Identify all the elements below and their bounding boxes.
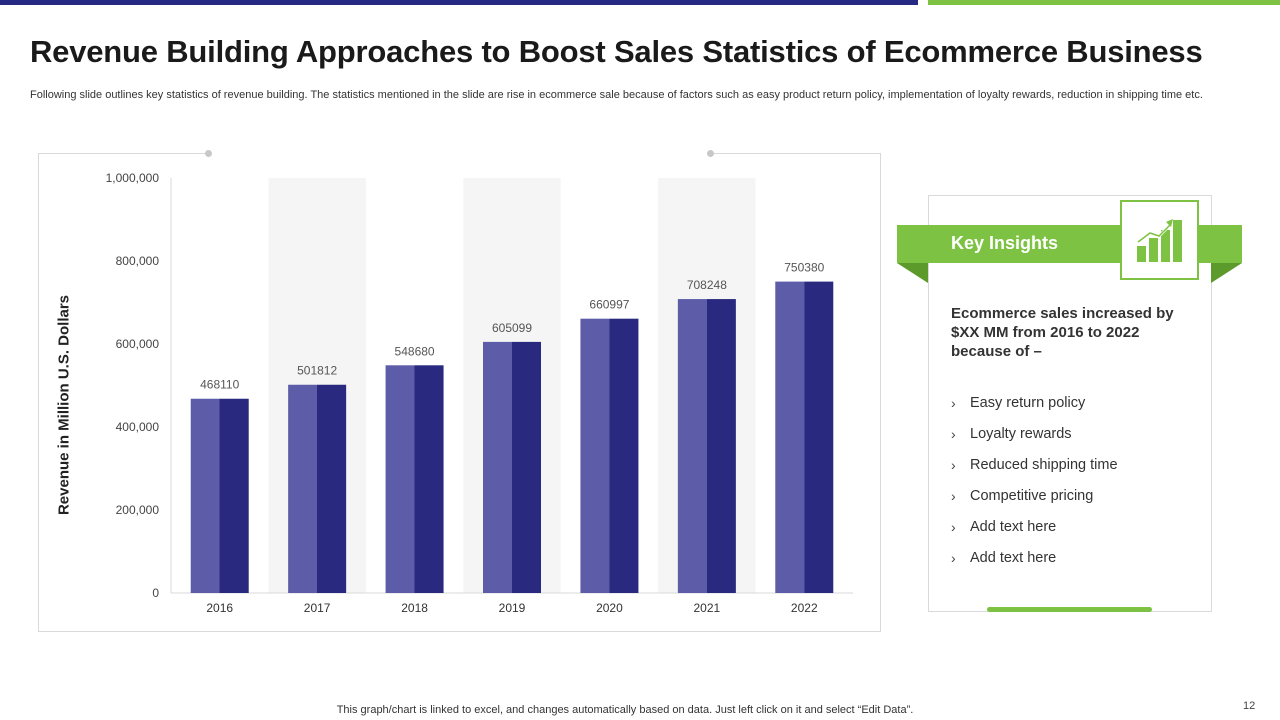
y-tick-label: 600,000 xyxy=(116,337,160,351)
y-tick-label: 1,000,000 xyxy=(106,171,160,185)
ribbon-fold-left xyxy=(897,263,928,283)
chart-frame-top-right xyxy=(710,153,881,154)
data-label: 708248 xyxy=(687,278,727,292)
key-insights-title: Key Insights xyxy=(951,233,1059,253)
x-tick-label: 2021 xyxy=(694,601,721,615)
chart-frame xyxy=(38,153,881,632)
page-number: 12 xyxy=(1243,700,1256,712)
chevron-right-icon: › xyxy=(951,457,956,473)
x-tick-label: 2019 xyxy=(499,601,526,615)
insights-list: › Easy return policy › Loyalty rewards › Re… xyxy=(951,395,1201,581)
y-axis-label: Revenue in Million U.S. Dollars xyxy=(55,294,73,516)
data-label: 548680 xyxy=(395,344,435,358)
chevron-right-icon: › xyxy=(951,488,956,504)
chevron-right-icon: › xyxy=(951,395,956,411)
data-label: 605099 xyxy=(492,321,532,335)
bar-2021[interactable] xyxy=(677,299,736,593)
panel-accent-underline xyxy=(987,607,1152,612)
x-tick-label: 2022 xyxy=(791,601,818,615)
chevron-right-icon: › xyxy=(951,550,956,566)
chevron-right-icon: › xyxy=(951,519,956,535)
top-accent-bar-navy xyxy=(0,0,918,5)
bar-2016[interactable] xyxy=(190,398,249,593)
ribbon-fold-right xyxy=(1211,263,1242,283)
bar-2017[interactable] xyxy=(288,384,347,593)
bar-2018[interactable] xyxy=(385,365,444,593)
data-label: 750380 xyxy=(784,261,824,275)
y-tick-label: 200,000 xyxy=(116,503,160,517)
frame-dot-left xyxy=(205,150,212,157)
page-subtitle: Following slide outlines key statistics … xyxy=(30,89,1203,101)
x-tick-label: 2020 xyxy=(596,601,623,615)
chevron-right-icon: › xyxy=(951,426,956,442)
list-item-text: Add text here xyxy=(970,550,1057,566)
y-tick-label: 800,000 xyxy=(116,254,160,268)
x-tick-label: 2017 xyxy=(304,601,331,615)
list-item: › Loyalty rewards xyxy=(951,426,1201,457)
list-item-text: Competitive pricing xyxy=(970,488,1094,504)
list-item: › Easy return policy xyxy=(951,395,1201,426)
list-item-text: Add text here xyxy=(970,519,1057,535)
y-tick-label: 400,000 xyxy=(116,420,160,434)
y-tick-label: 0 xyxy=(152,586,159,600)
insights-heading: Ecommerce sales increased by $XX MM from… xyxy=(951,305,1174,360)
top-accent-bar-green xyxy=(928,0,1280,5)
list-item: › Add text here xyxy=(951,550,1201,581)
footer-note: This graph/chart is linked to excel, and… xyxy=(336,704,914,716)
data-label: 660997 xyxy=(589,298,629,312)
chart-frame-top-left xyxy=(38,153,209,154)
bar-2022[interactable] xyxy=(775,281,834,593)
x-tick-label: 2018 xyxy=(401,601,428,615)
list-item-text: Loyalty rewards xyxy=(970,426,1072,442)
list-item: › Reduced shipping time xyxy=(951,457,1201,488)
bar-2019[interactable] xyxy=(483,341,541,593)
data-label: 468110 xyxy=(200,378,239,392)
bar-chart-growth-icon xyxy=(1120,200,1199,280)
bar-2020[interactable] xyxy=(580,318,639,593)
list-item: › Add text here xyxy=(951,519,1201,550)
page-title: Revenue Building Approaches to Boost Sal… xyxy=(30,34,1203,69)
list-item-text: Easy return policy xyxy=(970,395,1086,411)
list-item: › Competitive pricing xyxy=(951,488,1201,519)
frame-dot-right xyxy=(707,150,714,157)
data-label: 501812 xyxy=(297,364,337,378)
x-tick-label: 2016 xyxy=(206,601,233,615)
list-item-text: Reduced shipping time xyxy=(970,457,1118,473)
